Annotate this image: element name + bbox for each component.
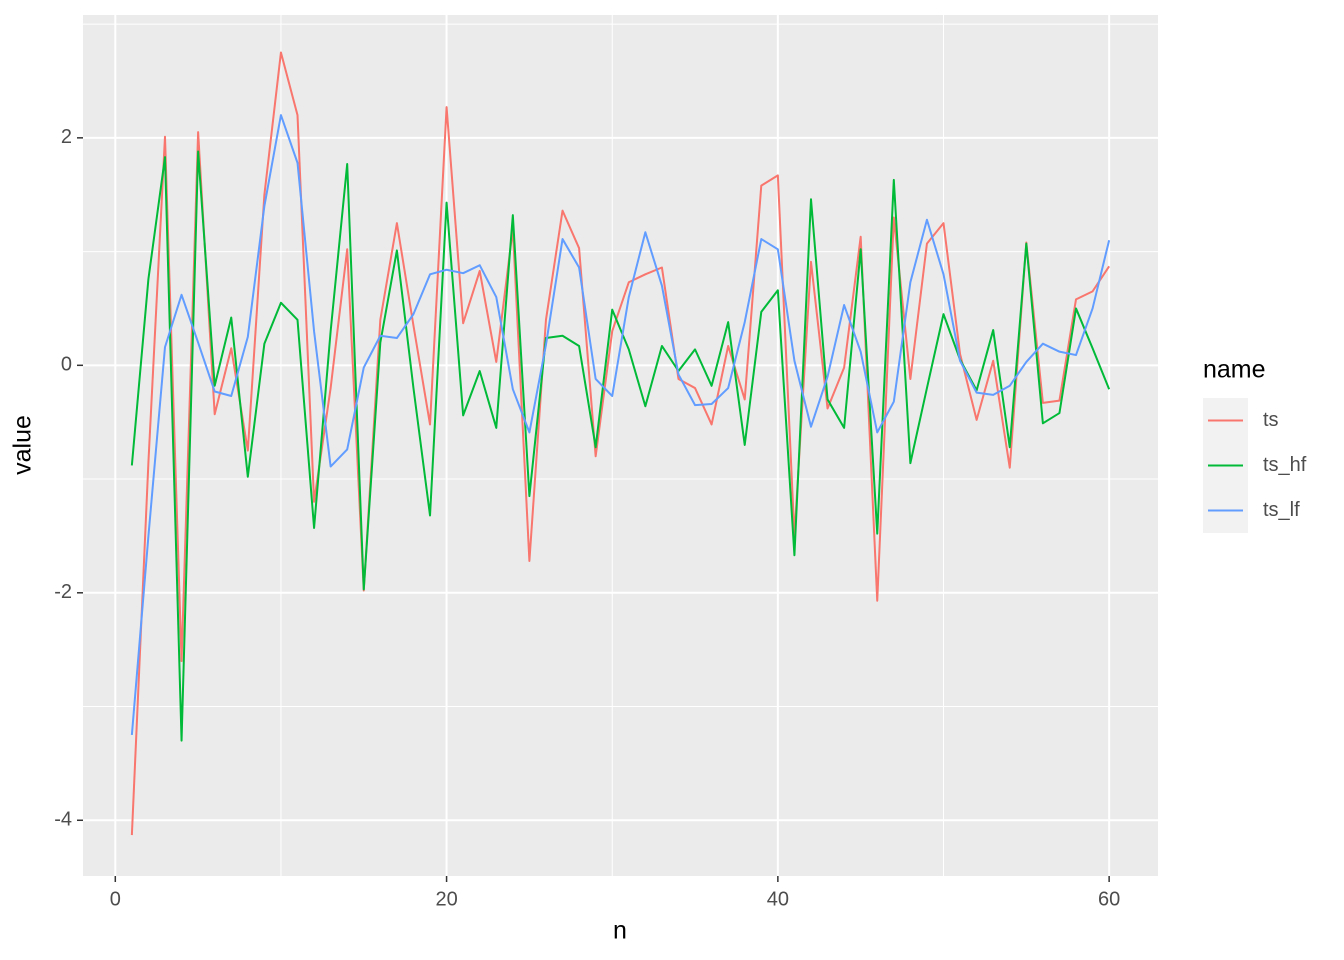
- series-line: [130, 114, 1111, 736]
- legend-title: name: [1203, 356, 1266, 384]
- x-axis-title: n: [613, 917, 627, 945]
- x-tick-label: 60: [1098, 888, 1120, 910]
- y-tick-label: 2: [61, 126, 72, 148]
- x-tick-label: 0: [110, 888, 121, 910]
- series-line: [130, 150, 1111, 742]
- x-tick-label: 40: [767, 888, 789, 910]
- series-line: [130, 51, 1110, 836]
- y-axis-title: value: [9, 415, 37, 475]
- y-tick-label: -2: [54, 581, 72, 603]
- x-tick-label: 20: [435, 888, 457, 910]
- legend-label: ts_lf: [1263, 499, 1300, 521]
- legend-label: ts_hf: [1263, 454, 1307, 476]
- y-tick-label: -4: [54, 809, 72, 831]
- y-tick-label: 0: [61, 354, 72, 376]
- panel-background: [83, 15, 1158, 876]
- legend-label: ts: [1263, 409, 1279, 431]
